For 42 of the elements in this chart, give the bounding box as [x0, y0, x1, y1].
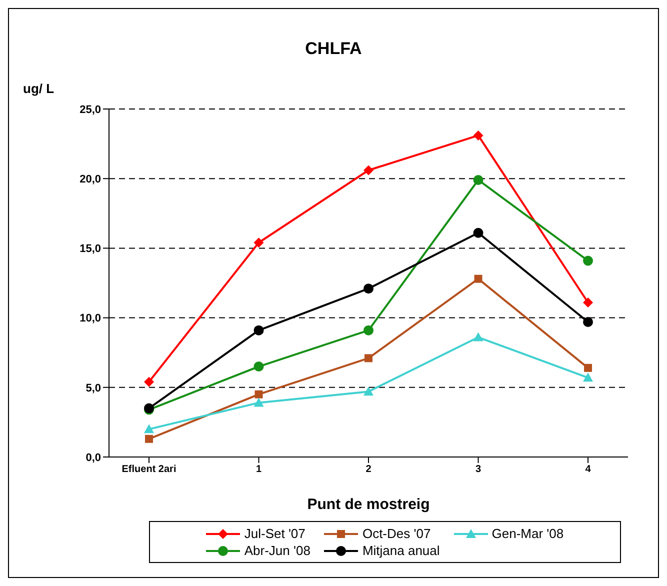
point	[473, 130, 484, 140]
point	[583, 372, 593, 382]
x-tick-label: 1	[256, 464, 262, 476]
y-tick-label: 10,0	[80, 312, 101, 325]
point	[145, 434, 153, 443]
point	[364, 354, 372, 362]
legend-label: Abr-Jun '08	[244, 543, 310, 558]
legend-label: Oct-Des '07	[362, 526, 431, 541]
chart-title: CHLFA	[304, 39, 363, 59]
point	[473, 174, 484, 185]
point	[473, 228, 484, 238]
x-tick-label: 2	[366, 464, 372, 476]
x-tick-label: 4	[585, 464, 592, 476]
point	[254, 362, 264, 372]
point	[254, 390, 263, 398]
point	[584, 364, 592, 372]
legend-label: Jul-Set '07	[244, 526, 306, 541]
y-axis-title: ug/ L	[23, 81, 54, 96]
point	[364, 325, 374, 336]
point	[583, 297, 593, 308]
point	[583, 256, 593, 266]
point	[144, 424, 154, 434]
legend-label: Gen-Mar '08	[492, 526, 564, 541]
x-tick-label: Efluent 2ari	[122, 464, 176, 476]
point	[474, 274, 482, 283]
x-tick-label: 3	[475, 464, 482, 476]
y-tick-label: 0,0	[86, 452, 101, 464]
y-tick-label: 20,0	[80, 174, 101, 186]
point	[364, 165, 374, 176]
y-tick-label: 15,0	[80, 243, 101, 256]
point	[254, 325, 264, 336]
point	[254, 238, 264, 248]
point	[254, 398, 264, 407]
point	[364, 386, 374, 396]
point	[364, 284, 374, 294]
legend-label: Mitjana anual	[362, 543, 440, 558]
point	[583, 316, 593, 327]
point	[144, 376, 154, 387]
y-tick-label: 25,0	[80, 104, 101, 116]
point	[473, 332, 484, 342]
x-axis-title: Punt de mostreig	[307, 496, 430, 513]
y-tick-label: 5,0	[86, 382, 101, 394]
